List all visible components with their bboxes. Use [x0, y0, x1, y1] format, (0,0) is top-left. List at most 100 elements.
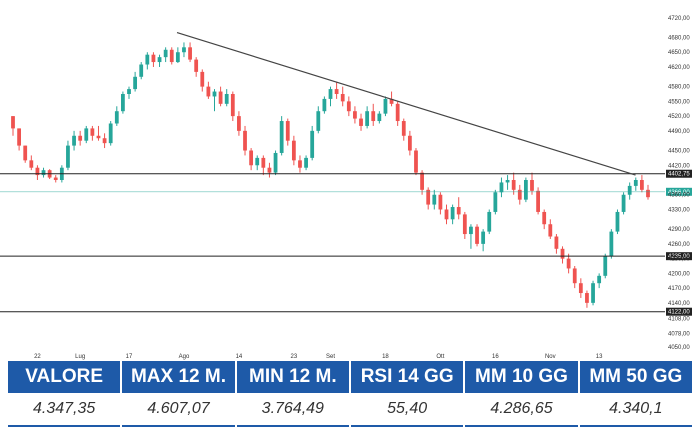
y-tick-label: 4450,00	[668, 149, 690, 155]
y-tick-label: 4200,00	[668, 271, 690, 277]
candle-body	[407, 135, 412, 151]
candle-body	[230, 94, 235, 117]
candle-body	[267, 167, 272, 173]
candle-body	[414, 150, 418, 173]
candle-body	[493, 192, 498, 212]
candle-body	[542, 211, 547, 225]
candle-body	[609, 231, 614, 257]
candle-body	[139, 64, 144, 77]
value-valore: 4.347,35	[8, 393, 121, 427]
y-tick-label: 4520,00	[668, 114, 690, 120]
level-label-bg	[666, 252, 692, 261]
level-label: 4402,75	[668, 172, 690, 178]
x-tick-label: Ago	[179, 354, 190, 360]
candle-body	[90, 128, 95, 136]
candle-body	[151, 54, 156, 63]
candle-body	[53, 177, 58, 180]
y-tick-label: 4360,00	[668, 193, 690, 199]
candle-body	[469, 226, 473, 235]
candle-layer	[11, 42, 650, 308]
candle-body	[78, 135, 83, 141]
candle-body	[35, 167, 40, 176]
candle-body	[371, 111, 376, 122]
candlestick-chart: 4402,75 4235,00 4122,00 4366,00 4720,00 4680…	[0, 16, 692, 360]
candle-body	[200, 71, 205, 87]
candle-body	[17, 128, 21, 146]
candle-body	[523, 180, 528, 200]
y-tick-label: 4230,00	[668, 257, 690, 263]
candle-body	[633, 180, 638, 186]
y-tick-label: 4420,00	[668, 163, 690, 169]
candle-body	[365, 111, 370, 126]
candle-body	[169, 49, 174, 63]
candle-body	[346, 101, 351, 112]
candle-body	[273, 152, 278, 173]
candle-body	[316, 111, 321, 131]
candle-body	[212, 91, 217, 97]
candle-body	[175, 52, 180, 63]
y-tick-label: 4290,00	[668, 227, 690, 233]
header-min-12m: MIN 12 M.	[236, 361, 349, 393]
x-tick-label: 13	[596, 354, 603, 360]
candle-body	[646, 189, 650, 198]
candle-body	[29, 160, 34, 168]
candle-body	[145, 54, 150, 65]
y-tick-label: 4490,00	[668, 129, 690, 135]
stats-header-row: VALORE MAX 12 M. MIN 12 M. RSI 14 GG MM …	[8, 361, 692, 393]
value-mm-50gg: 4.340,1	[579, 393, 692, 427]
value-mm-10gg: 4.286,65	[465, 393, 578, 427]
candle-body	[499, 182, 504, 193]
candle-body	[340, 94, 345, 102]
candle-body	[462, 214, 467, 235]
candle-body	[511, 180, 516, 190]
candle-body	[23, 145, 28, 161]
y-tick-label: 4078,00	[668, 331, 690, 337]
candle-body	[298, 160, 302, 168]
candle-body	[285, 121, 290, 141]
y-tick-label: 4580,00	[668, 85, 690, 91]
candle-body	[377, 113, 382, 122]
candle-body	[475, 226, 479, 244]
header-mm-50gg: MM 50 GG	[579, 361, 692, 393]
candle-body	[554, 236, 559, 249]
candle-body	[444, 209, 449, 220]
y-tick-label: 4140,00	[668, 301, 690, 307]
candle-body	[157, 57, 162, 63]
candle-body	[548, 224, 553, 237]
x-tick-label: 17	[126, 354, 133, 360]
candle-body	[328, 89, 333, 99]
candle-body	[127, 89, 131, 94]
candle-body	[401, 121, 406, 136]
candle-body	[456, 207, 461, 215]
level-label-bg	[666, 307, 692, 316]
candle-body	[426, 189, 431, 205]
current-price-label: 4366,00	[668, 190, 690, 196]
header-max-12m: MAX 12 M.	[122, 361, 235, 393]
level-label: 4235,00	[668, 254, 690, 260]
y-tick-label: 4720,00	[668, 16, 690, 22]
candle-body	[304, 157, 308, 168]
candle-body	[585, 293, 589, 303]
candle-body	[114, 111, 119, 124]
candle-body	[517, 189, 522, 200]
x-tick-label: 23	[291, 354, 298, 360]
candle-body	[108, 123, 113, 144]
candle-body	[163, 49, 168, 58]
candle-body	[121, 94, 125, 112]
current-price-label-bg	[666, 187, 692, 196]
candle-body	[188, 47, 192, 60]
header-valore: VALORE	[8, 361, 121, 393]
x-tick-label: 14	[236, 354, 243, 360]
y-tick-label: 4330,00	[668, 207, 690, 213]
header-rsi-14gg: RSI 14 GG	[350, 361, 464, 393]
candle-body	[84, 128, 89, 141]
candle-body	[432, 194, 437, 205]
x-tick-label: Lug	[75, 354, 85, 360]
candle-body	[102, 138, 107, 144]
candle-body	[322, 98, 327, 112]
candle-body	[291, 140, 296, 161]
trend-line	[176, 31, 636, 176]
level-label: 4122,00	[668, 310, 690, 316]
candle-body	[450, 207, 455, 220]
y-tick-label: 4680,00	[668, 35, 690, 41]
